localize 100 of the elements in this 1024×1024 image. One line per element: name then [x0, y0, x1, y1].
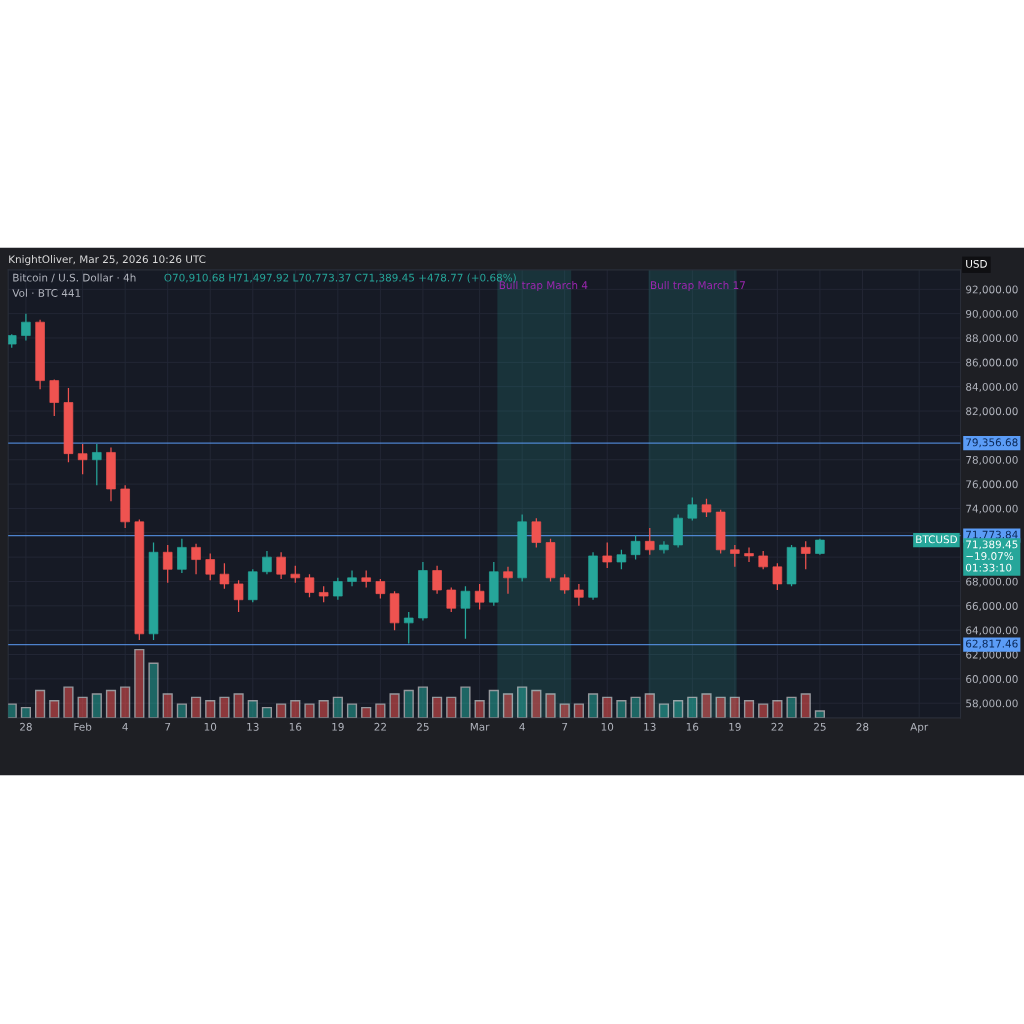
- candlestick: [92, 443, 102, 486]
- bar: [772, 700, 783, 718]
- bar: [432, 696, 443, 718]
- y-tick-label: 76,000.00: [966, 480, 1018, 490]
- bar: [687, 696, 698, 718]
- bar: [20, 706, 32, 718]
- candlestick: [701, 498, 712, 518]
- candlestick: [375, 578, 386, 600]
- candlestick: [304, 573, 315, 598]
- bar: [814, 710, 825, 718]
- bar: [531, 689, 542, 718]
- x-tick-label: Feb: [74, 722, 92, 731]
- y-axis-title: USD: [966, 259, 987, 268]
- candlestick: [758, 550, 768, 570]
- bar: [346, 703, 358, 718]
- chart-subtitle: O70,910.68 H71,497.92 L70,773.37 C71,389.45 +478.77 (+0.68%): [164, 273, 516, 283]
- bar: [233, 693, 244, 718]
- bar: [304, 703, 315, 718]
- x-tick-label: 4: [519, 723, 525, 731]
- candlestick: [49, 378, 60, 417]
- y-tick-label: 60,000.00: [966, 675, 1018, 685]
- x-tick-label: 19: [729, 722, 741, 731]
- bar: [403, 689, 414, 718]
- bar: [190, 696, 202, 718]
- bar: [800, 693, 811, 718]
- candlestick: [233, 579, 244, 613]
- x-tick-label: 19: [332, 722, 344, 731]
- y-tick-label: 92,000.00: [966, 285, 1018, 295]
- x-tick-label: 10: [601, 722, 614, 731]
- x-tick-label: 10: [204, 722, 217, 731]
- y-tick-label: 84,000.00: [966, 382, 1018, 392]
- y-tick-label: 58,000.00: [966, 699, 1018, 709]
- bar: [743, 700, 755, 718]
- candlestick: [730, 544, 740, 568]
- candlestick: [574, 583, 584, 607]
- annotation: Vol · BTC 441: [12, 288, 81, 297]
- x-tick-label: 13: [247, 722, 259, 731]
- bar: [715, 696, 726, 718]
- bar: [446, 696, 457, 718]
- bar: [148, 662, 159, 718]
- bar: [502, 693, 514, 718]
- bar: [375, 703, 386, 718]
- bar: [120, 686, 131, 718]
- bar: [261, 706, 273, 718]
- bar: [488, 689, 499, 718]
- candlestick: [602, 541, 612, 569]
- bar: [134, 648, 145, 718]
- x-tick-label: 7: [165, 723, 171, 731]
- candlestick: [403, 611, 414, 645]
- bar: [673, 700, 684, 718]
- candlestick: [559, 573, 570, 595]
- bar: [517, 686, 528, 718]
- candlestick: [21, 313, 31, 342]
- bar: [276, 703, 287, 718]
- candlestick: [219, 562, 230, 590]
- x-tick-label: 4: [122, 723, 128, 731]
- bar: [573, 703, 584, 718]
- y-tick-label: 62,000.00: [966, 650, 1018, 660]
- bar: [729, 696, 740, 718]
- bar: [290, 700, 301, 718]
- bar: [105, 689, 117, 718]
- x-tick-label: 13: [644, 722, 656, 731]
- bar: [91, 693, 102, 718]
- bar: [176, 703, 187, 718]
- text: 71,389.45 −19.07% 01:33:10: [965, 540, 1018, 572]
- candlestick: [503, 566, 513, 595]
- y-tick-label: 66,000.00: [966, 602, 1018, 611]
- x-tick-label: 16: [686, 722, 699, 731]
- x-tick-label: Mar: [470, 723, 490, 731]
- candlestick: [531, 517, 542, 549]
- bar: [786, 696, 797, 718]
- annotation: BTCUSD: [916, 535, 958, 544]
- x-tick-label: 22: [771, 722, 783, 731]
- y-tick-label: 86,000.00: [966, 358, 1018, 368]
- x-tick-label: 22: [374, 722, 386, 731]
- chart-title: Bitcoin / U.S. Dollar · 4h: [13, 273, 136, 283]
- candlestick: [687, 496, 698, 522]
- candlestick: [333, 577, 343, 601]
- x-tick-label: Apr: [910, 723, 929, 733]
- ref-line-label: 71,773.84: [966, 530, 1018, 540]
- bar: [545, 693, 556, 718]
- bar: [644, 693, 655, 718]
- bar: [205, 700, 216, 718]
- ref-line-label: 62,817.46: [966, 639, 1018, 649]
- bar: [758, 703, 769, 718]
- x-tick-label: 25: [417, 722, 429, 731]
- candlestick: [432, 565, 442, 595]
- bar: [417, 686, 429, 718]
- y-tick-label: 88,000.00: [966, 334, 1018, 344]
- y-tick-label: 74,000.00: [966, 504, 1018, 514]
- candlestick: [446, 586, 457, 613]
- bar: [63, 686, 74, 718]
- candlestick: [162, 544, 173, 584]
- bar: [332, 696, 343, 718]
- candlestick: [800, 540, 811, 570]
- y-tick-label: 90,000.00: [966, 309, 1018, 319]
- bar: [630, 696, 641, 718]
- candlestick: [191, 543, 201, 575]
- candlestick: [177, 538, 187, 574]
- x-tick-label: 28: [856, 722, 869, 731]
